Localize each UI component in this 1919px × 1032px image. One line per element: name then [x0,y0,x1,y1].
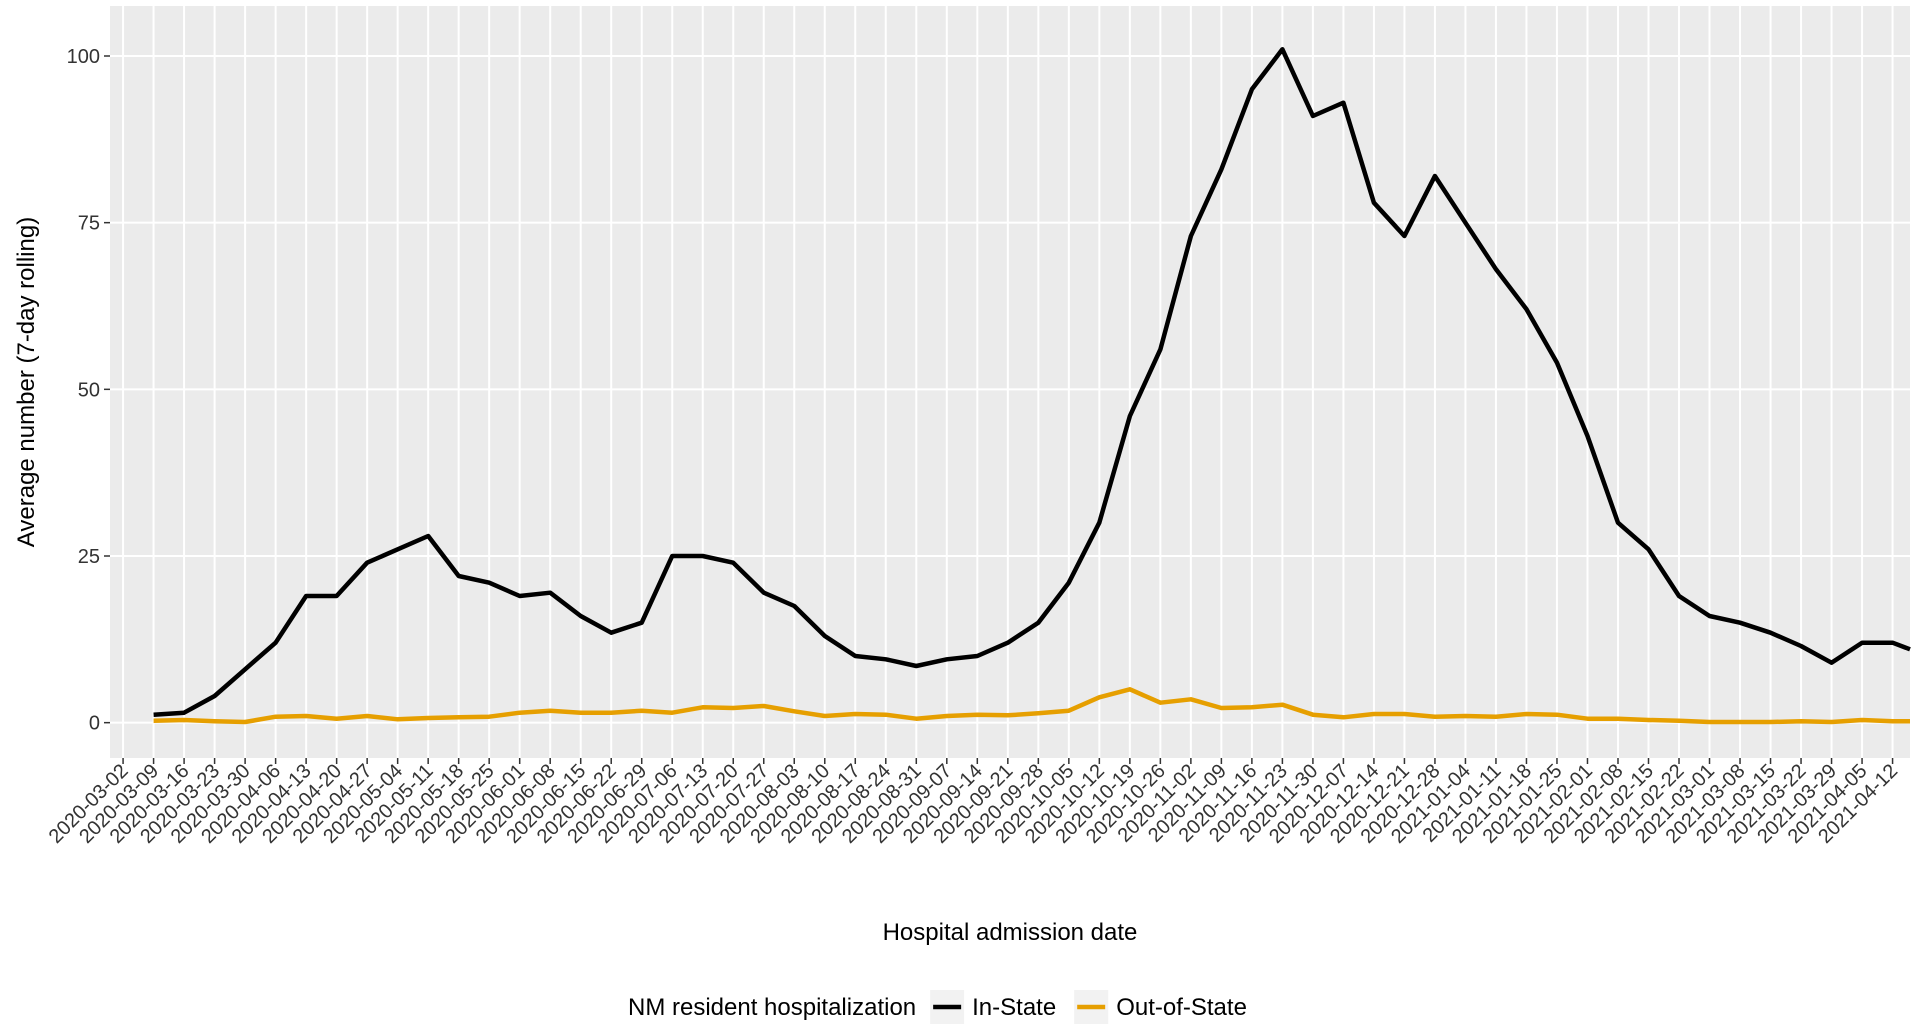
series-line [153,47,1911,717]
y-tick-label: 50 [78,379,100,401]
legend-title: NM resident hospitalization [628,994,916,1021]
y-tick-label: 25 [78,546,100,568]
x-axis-title: Hospital admission date [883,919,1138,946]
y-tick-label: 100 [67,46,100,68]
legend-label: Out-of-State [1116,994,1247,1021]
legend-label: In-State [972,994,1056,1021]
y-tick-label: 0 [89,713,100,735]
plot-panel [110,6,1910,758]
y-tick-label: 75 [78,213,100,235]
y-axis-title: Average number (7-day rolling) [13,217,40,547]
series-line [153,687,1910,725]
